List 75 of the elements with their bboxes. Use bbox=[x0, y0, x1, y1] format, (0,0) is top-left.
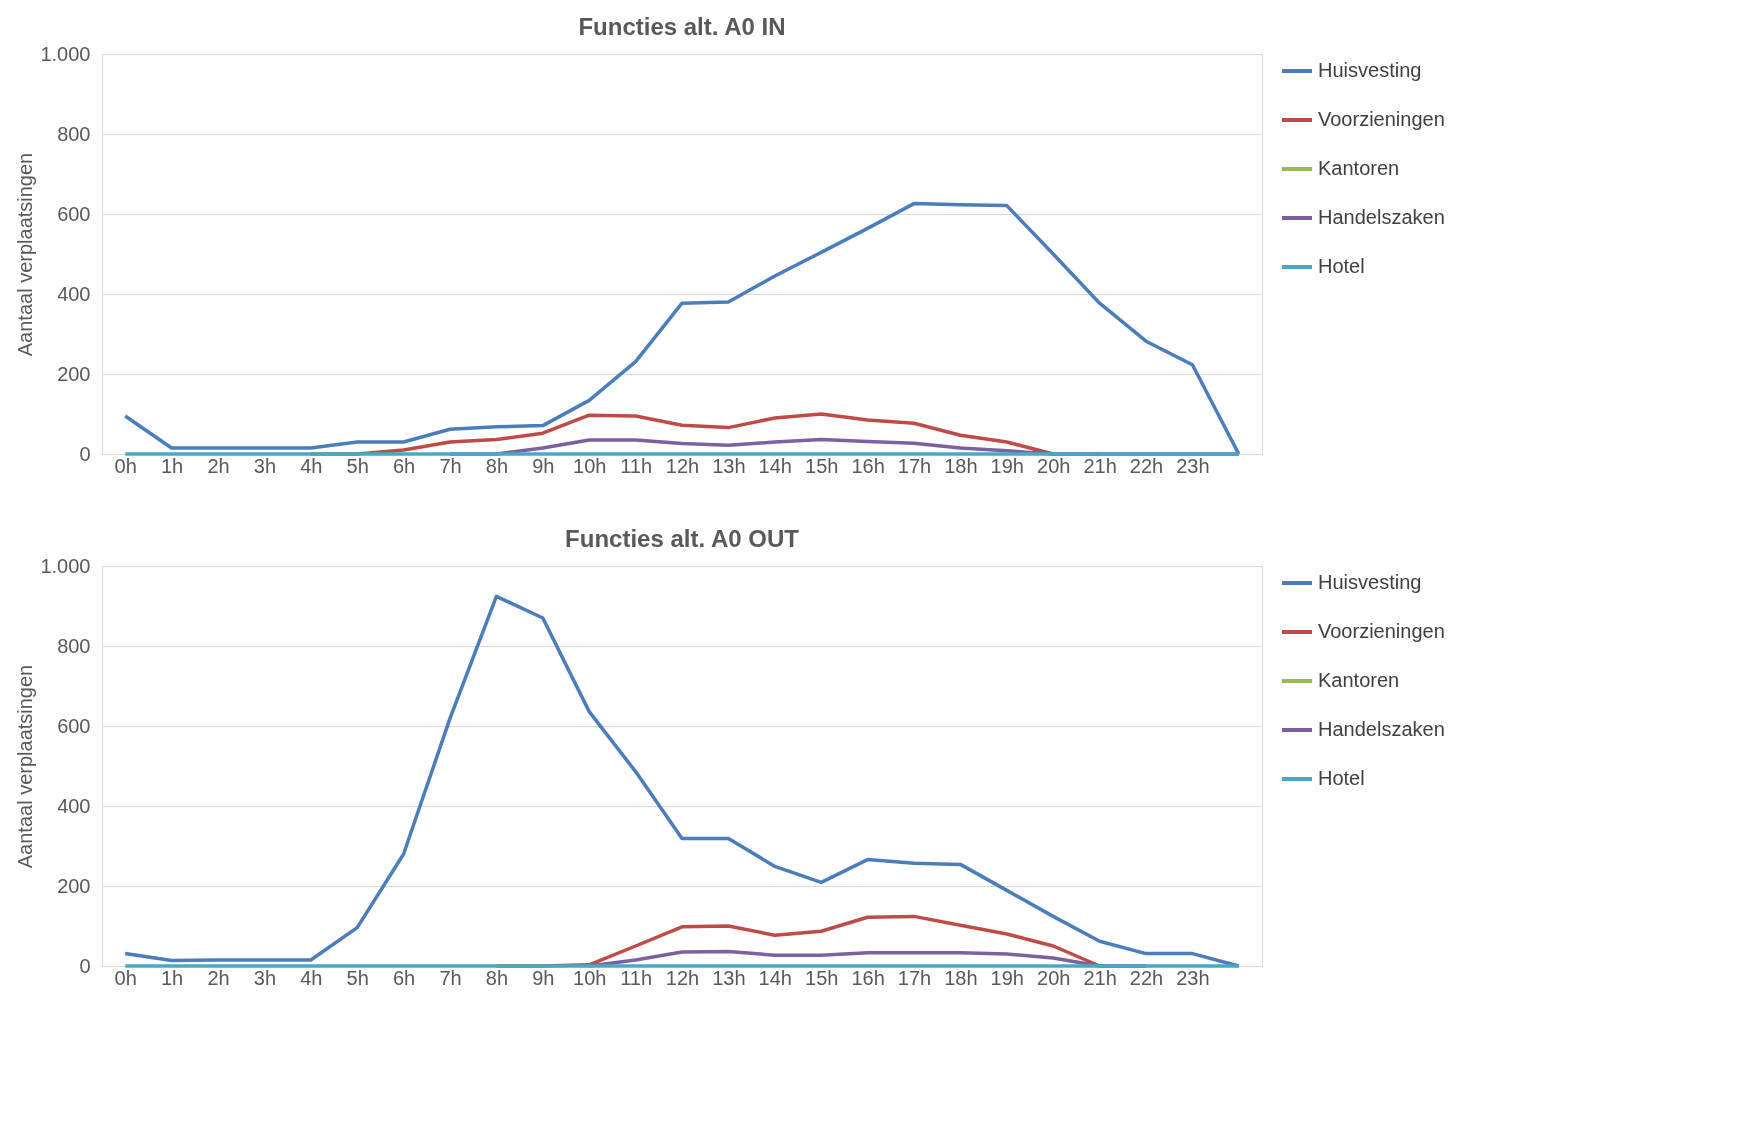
x-tick-label: 8h bbox=[485, 454, 509, 477]
x-tick-label: 9h bbox=[532, 966, 555, 989]
x-tick-label: 1h bbox=[160, 454, 184, 477]
x-tick-label: 17h bbox=[897, 966, 932, 989]
x-tick-label: 13h bbox=[712, 966, 746, 989]
y-tick-label: 200 bbox=[57, 362, 91, 385]
y-axis-title: Aantaal verplaatsingen bbox=[14, 664, 37, 869]
chart-title: Functies alt. A0 OUT bbox=[565, 525, 800, 552]
y-tick-label: 400 bbox=[57, 282, 91, 305]
x-tick-label: 0h bbox=[114, 454, 137, 477]
x-tick-label: 19h bbox=[990, 966, 1024, 989]
x-tick-label: 22h bbox=[1129, 454, 1164, 477]
x-tick-label: 13h bbox=[712, 454, 746, 477]
x-tick-label: 2h bbox=[207, 966, 230, 989]
legend-label: Voorzieningen bbox=[1318, 108, 1445, 130]
legend-label: Handelszaken bbox=[1318, 206, 1445, 228]
y-tick-label: 0 bbox=[79, 954, 91, 977]
x-tick-label: 21h bbox=[1083, 454, 1117, 477]
y-tick-label: 800 bbox=[57, 122, 91, 145]
x-tick-label: 12h bbox=[665, 966, 700, 989]
y-tick-label: 400 bbox=[57, 794, 91, 817]
x-tick-label: 7h bbox=[439, 454, 462, 477]
y-tick-label: 1.000 bbox=[40, 554, 91, 577]
x-tick-label: 14h bbox=[758, 966, 792, 989]
x-tick-label: 18h bbox=[944, 966, 978, 989]
x-tick-label: 16h bbox=[851, 454, 885, 477]
x-tick-label: 12h bbox=[665, 454, 700, 477]
legend-label: Hotel bbox=[1318, 767, 1365, 789]
x-tick-label: 14h bbox=[758, 454, 792, 477]
y-tick-label: 200 bbox=[57, 874, 91, 897]
y-tick-label: 600 bbox=[57, 714, 91, 737]
legend-label: Voorzieningen bbox=[1318, 620, 1445, 642]
legend-label: Handelszaken bbox=[1318, 718, 1445, 740]
x-tick-label: 8h bbox=[485, 966, 509, 989]
x-tick-label: 15h bbox=[805, 454, 839, 477]
legend-label: Huisvesting bbox=[1318, 571, 1422, 593]
x-tick-label: 1h bbox=[160, 966, 184, 989]
x-tick-label: 10h bbox=[573, 454, 607, 477]
y-tick-label: 0 bbox=[79, 442, 91, 465]
y-tick-label: 800 bbox=[57, 634, 91, 657]
x-tick-label: 4h bbox=[300, 454, 323, 477]
chart-title: Functies alt. A0 IN bbox=[578, 13, 786, 40]
x-tick-label: 10h bbox=[573, 966, 607, 989]
line-series bbox=[123, 201, 1241, 456]
x-tick-label: 23h bbox=[1176, 454, 1210, 477]
x-tick-label: 23h bbox=[1176, 966, 1210, 989]
x-tick-label: 20h bbox=[1037, 966, 1071, 989]
x-tick-label: 11h bbox=[620, 966, 653, 989]
x-tick-label: 21h bbox=[1083, 966, 1117, 989]
legend-label: Hotel bbox=[1318, 255, 1365, 277]
y-tick-label: 1.000 bbox=[40, 42, 91, 65]
x-tick-label: 5h bbox=[346, 966, 369, 989]
x-tick-label: 17h bbox=[897, 454, 932, 477]
x-tick-label: 4h bbox=[300, 966, 323, 989]
x-tick-label: 22h bbox=[1129, 966, 1164, 989]
y-axis-title: Aantaal verplaatsingen bbox=[14, 152, 37, 357]
legend-label: Kantoren bbox=[1318, 669, 1400, 691]
x-tick-label: 19h bbox=[990, 454, 1024, 477]
legend-label: Huisvesting bbox=[1318, 59, 1422, 81]
y-tick-label: 600 bbox=[57, 202, 91, 225]
x-tick-label: 9h bbox=[532, 454, 555, 477]
x-tick-label: 2h bbox=[207, 454, 230, 477]
x-tick-label: 3h bbox=[253, 966, 277, 989]
x-tick-label: 15h bbox=[805, 966, 839, 989]
x-tick-label: 5h bbox=[346, 454, 369, 477]
x-tick-label: 7h bbox=[439, 966, 462, 989]
x-tick-label: 0h bbox=[114, 966, 137, 989]
legend-label: Kantoren bbox=[1318, 157, 1400, 179]
x-tick-label: 6h bbox=[392, 454, 416, 477]
x-tick-label: 3h bbox=[253, 454, 277, 477]
x-tick-label: 20h bbox=[1037, 454, 1071, 477]
x-tick-label: 18h bbox=[944, 454, 978, 477]
x-tick-label: 16h bbox=[851, 966, 885, 989]
x-tick-label: 6h bbox=[392, 966, 416, 989]
x-tick-label: 11h bbox=[620, 454, 653, 477]
